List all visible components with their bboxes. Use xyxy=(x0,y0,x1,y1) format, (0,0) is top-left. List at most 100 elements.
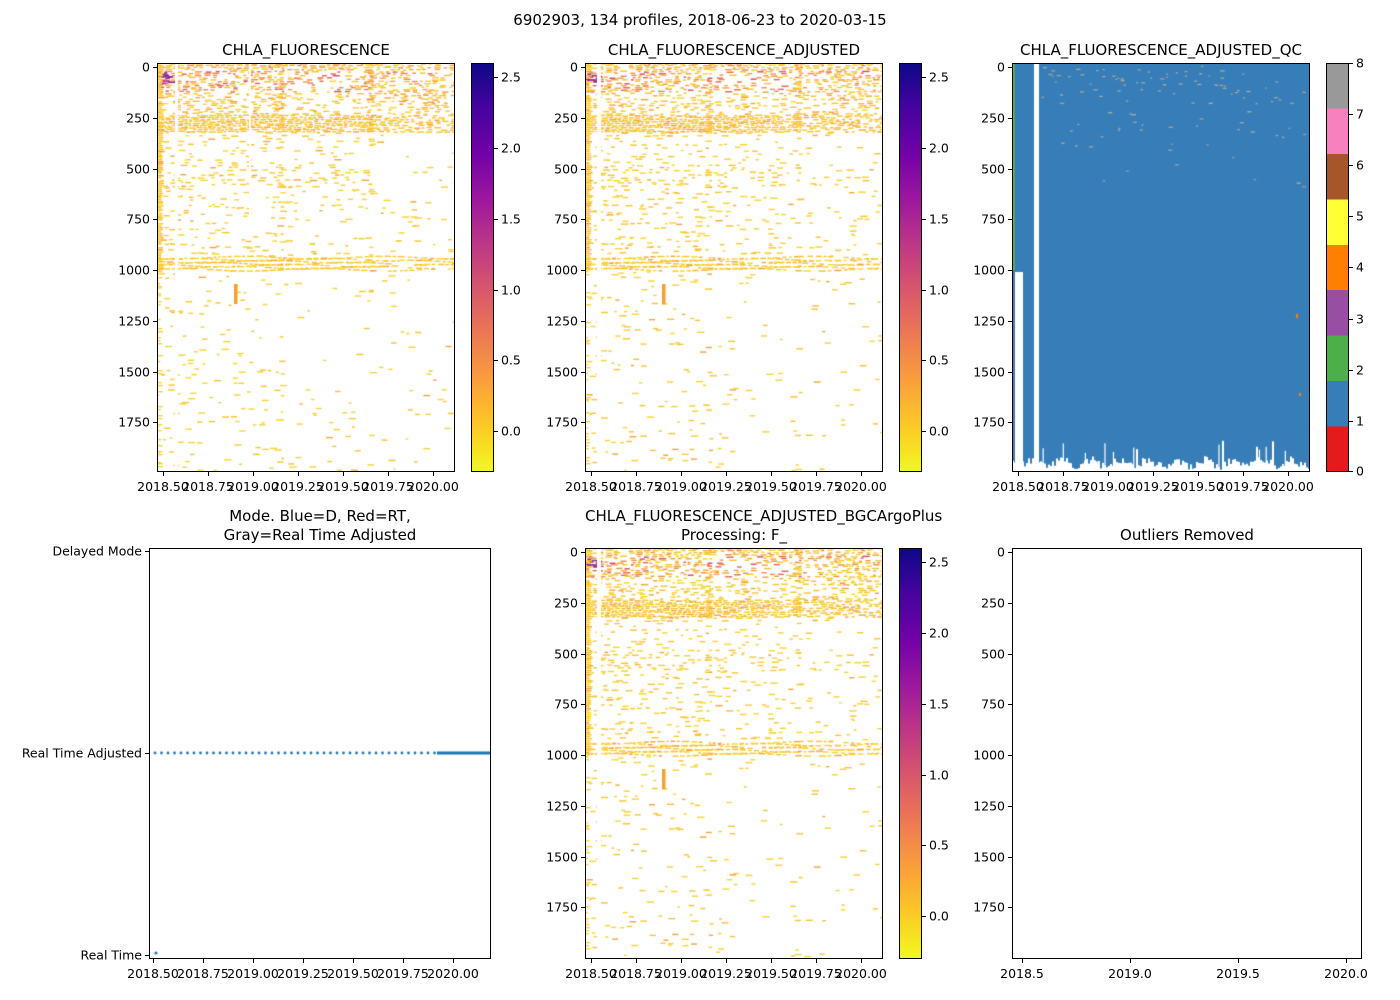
x-tick-label: 2019.00 xyxy=(227,479,279,494)
x-tick-label: 2019.25 xyxy=(1127,479,1179,494)
colorbar-tick-mark xyxy=(922,431,926,432)
y-tick-label: 250 xyxy=(981,110,1005,126)
x-tick-mark xyxy=(771,472,772,476)
x-tick-label: 2019.00 xyxy=(227,966,279,981)
y-tick-mark xyxy=(1008,219,1012,220)
x-tick-mark xyxy=(591,472,592,476)
x-tick-label: 2018.75 xyxy=(610,479,662,494)
x-tick-label: 2018.75 xyxy=(610,966,662,981)
y-tick-label: 0 xyxy=(997,59,1005,75)
x-tick-label: 2020.00 xyxy=(835,479,887,494)
y-tick-label: 1000 xyxy=(973,262,1005,278)
colorbar-tick-label: 4 xyxy=(1356,259,1364,275)
x-tick-mark xyxy=(208,472,209,476)
x-tick-mark xyxy=(1346,959,1347,963)
chla-adjusted-qc-colorbar xyxy=(1326,63,1349,472)
axes-frame-outliers-removed xyxy=(1012,548,1362,959)
y-tick-mark xyxy=(153,422,157,423)
y-tick-mark xyxy=(153,270,157,271)
mode-plot-canvas xyxy=(149,548,491,959)
x-tick-label: 2019.75 xyxy=(362,479,414,494)
colorbar-tick-mark xyxy=(922,704,926,705)
x-tick-mark xyxy=(861,472,862,476)
x-tick-label: 2019.25 xyxy=(700,966,752,981)
colorbar-tick-label: 0.5 xyxy=(929,352,949,368)
x-tick-mark xyxy=(1063,472,1064,476)
colorbar-tick-mark xyxy=(922,219,926,220)
x-tick-label: 2018.50 xyxy=(992,479,1044,494)
y-tick-mark xyxy=(1008,907,1012,908)
colorbar-tick-label: 1.0 xyxy=(929,767,949,783)
colorbar-tick-label: 1 xyxy=(1356,413,1364,429)
y-tick-mark xyxy=(581,219,585,220)
chla-fluorescence-adjusted-plot-canvas xyxy=(585,63,883,472)
y-tick-label: 1000 xyxy=(546,262,578,278)
x-tick-mark xyxy=(453,959,454,963)
y-tick-label: 500 xyxy=(981,646,1005,662)
y-tick-mark xyxy=(1008,321,1012,322)
y-tick-label: 1000 xyxy=(546,747,578,763)
x-tick-label: 2019.5 xyxy=(1216,966,1260,981)
colorbar-tick-mark xyxy=(1349,63,1353,64)
colorbar-tick-mark xyxy=(922,148,926,149)
colorbar-tick-label: 0.0 xyxy=(929,423,949,439)
panel-title-outliers: Outliers Removed xyxy=(1120,526,1254,544)
colorbar-tick-mark xyxy=(922,77,926,78)
colorbar-tick-mark xyxy=(1349,471,1353,472)
colorbar-tick-label: 1.0 xyxy=(501,282,521,298)
y-tick-mark xyxy=(581,755,585,756)
colorbar-tick-label: 0.0 xyxy=(929,908,949,924)
x-tick-mark xyxy=(816,959,817,963)
colorbar-tick-mark xyxy=(494,290,498,291)
bgc-title-line1: CHLA_FLUORESCENCE_ADJUSTED_BGCArgoPlus xyxy=(585,507,943,525)
panel-title-chla-fluorescence: CHLA_FLUORESCENCE xyxy=(222,41,390,59)
y-tick-mark xyxy=(153,219,157,220)
x-tick-mark xyxy=(636,472,637,476)
y-tick-mark xyxy=(581,422,585,423)
colorbar-tick-label: 0.0 xyxy=(501,423,521,439)
x-tick-mark xyxy=(153,959,154,963)
chla-fluorescence-colorbar xyxy=(471,63,494,472)
x-tick-label: 2018.50 xyxy=(565,479,617,494)
colorbar-tick-label: 8 xyxy=(1356,55,1364,71)
x-tick-mark xyxy=(1108,472,1109,476)
x-tick-mark xyxy=(253,959,254,963)
colorbar-tick-label: 2 xyxy=(1356,362,1364,378)
y-tick-label: 1250 xyxy=(118,313,150,329)
y-tick-label: 0 xyxy=(570,59,578,75)
y-tick-label: 1500 xyxy=(973,364,1005,380)
x-tick-label: 2018.75 xyxy=(177,966,229,981)
y-tick-mark xyxy=(581,270,585,271)
y-tick-label: 1500 xyxy=(546,364,578,380)
x-tick-label: 2019.00 xyxy=(655,966,707,981)
x-tick-label: 2019.50 xyxy=(1172,479,1224,494)
y-tick-label: 1750 xyxy=(118,414,150,430)
y-tick-mark xyxy=(1008,270,1012,271)
y-tick-label: 250 xyxy=(126,110,150,126)
mode-title-line2: Gray=Real Time Adjusted xyxy=(223,526,417,544)
x-tick-label: 2020.00 xyxy=(835,966,887,981)
x-tick-mark xyxy=(1238,959,1239,963)
y-tick-label: 1250 xyxy=(973,798,1005,814)
y-tick-mark xyxy=(153,118,157,119)
x-tick-mark xyxy=(403,959,404,963)
y-tick-label: 1000 xyxy=(118,262,150,278)
colorbar-tick-label: 6 xyxy=(1356,157,1364,173)
x-tick-mark xyxy=(1018,472,1019,476)
y-tick-mark xyxy=(581,552,585,553)
colorbar-tick-mark xyxy=(1349,114,1353,115)
y-tick-label: 500 xyxy=(981,161,1005,177)
y-tick-label: 750 xyxy=(554,696,578,712)
x-tick-mark xyxy=(636,959,637,963)
x-tick-label: 2019.0 xyxy=(1108,966,1152,981)
y-tick-mark xyxy=(1008,552,1012,553)
y-tick-mark xyxy=(1008,422,1012,423)
y-tick-mark xyxy=(581,806,585,807)
colorbar-tick-mark xyxy=(922,775,926,776)
x-tick-mark xyxy=(433,472,434,476)
colorbar-tick-mark xyxy=(494,77,498,78)
colorbar-tick-label: 2.0 xyxy=(501,140,521,156)
y-tick-mark xyxy=(1008,603,1012,604)
y-tick-label: 1750 xyxy=(973,899,1005,915)
colorbar-tick-mark xyxy=(1349,165,1353,166)
